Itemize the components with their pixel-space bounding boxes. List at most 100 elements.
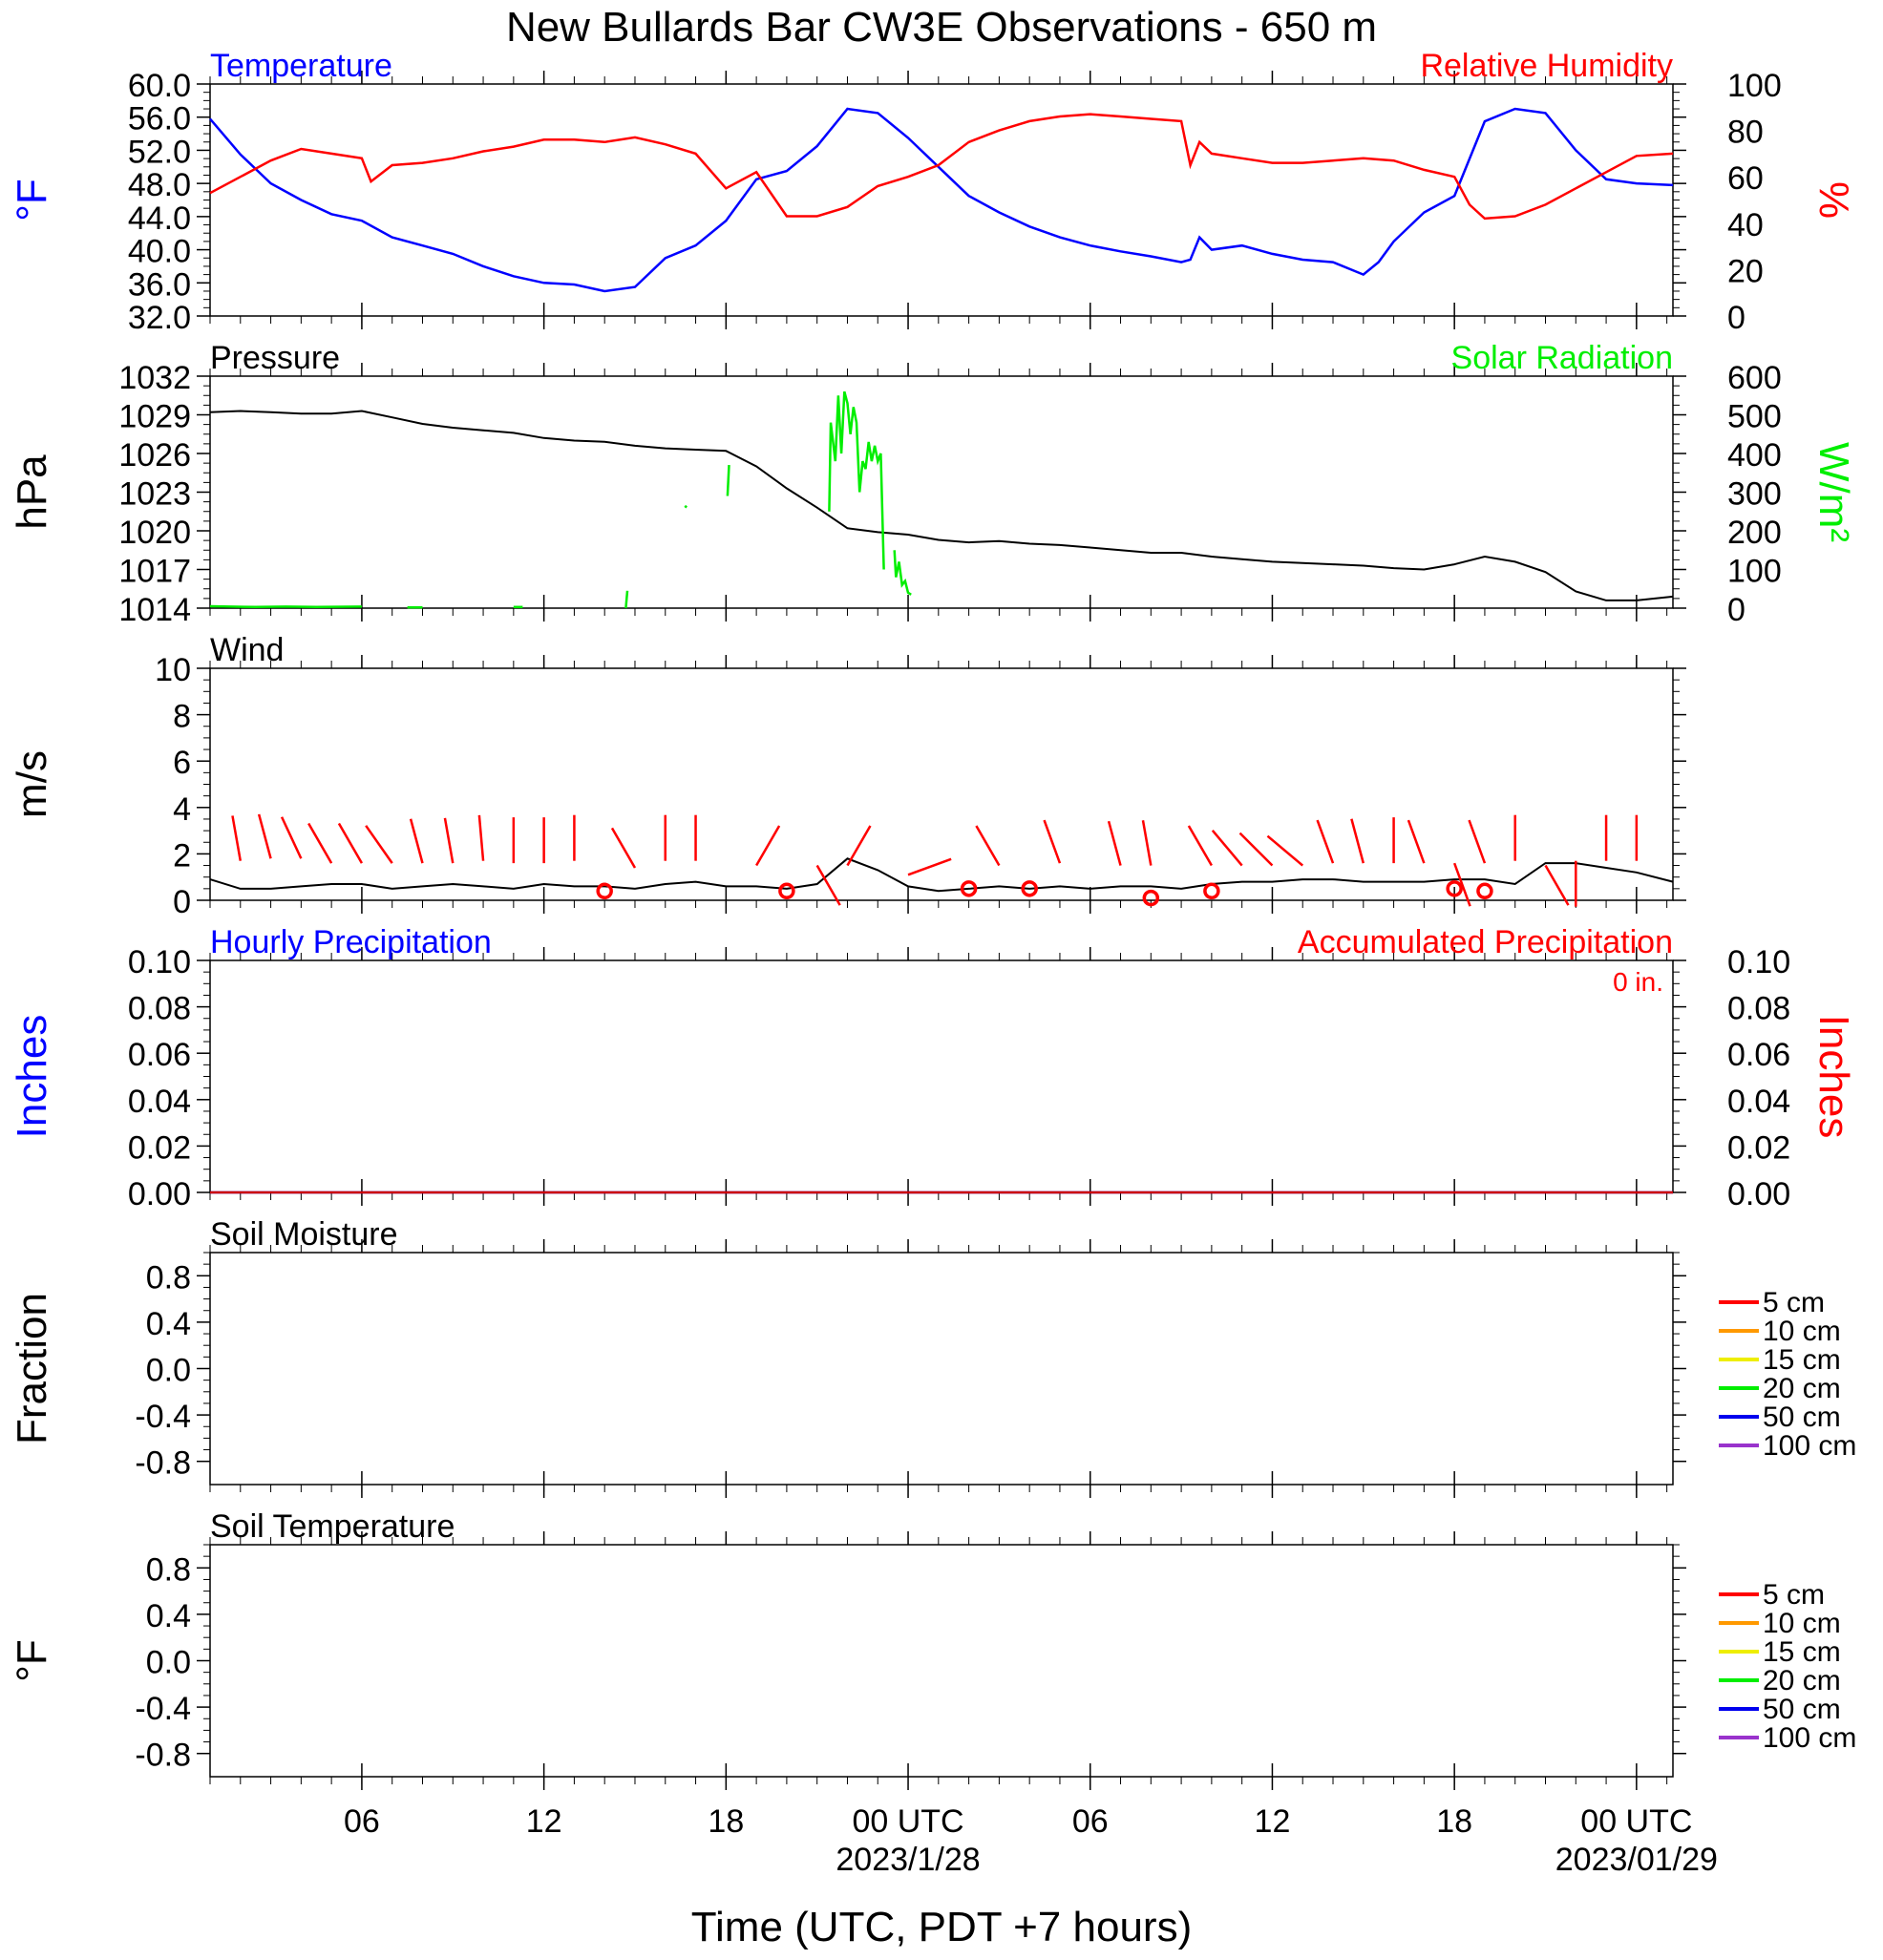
y-axis-label-left: hPa <box>9 454 55 530</box>
y-tick-label: 0.4 <box>146 1306 191 1342</box>
x-date-label: 2023/01/29 <box>1555 1842 1718 1878</box>
y-tick-label: 1029 <box>118 399 191 435</box>
wind-barb <box>477 814 485 861</box>
y-tick-label: 0.08 <box>128 991 191 1027</box>
calm-wind-marker <box>778 882 795 900</box>
y-right-tick-label: 40 <box>1727 207 1764 243</box>
solar-radiation-line <box>893 550 912 596</box>
wind-barb <box>755 825 781 867</box>
y-tick-label: 44.0 <box>128 200 191 237</box>
calm-wind-marker <box>1203 882 1220 900</box>
y-right-tick-label: 100 <box>1727 68 1782 104</box>
x-tick-label: 00 UTC <box>852 1803 963 1840</box>
y-tick-label: -0.4 <box>135 1691 191 1727</box>
panel-title-left: Wind <box>210 632 284 668</box>
panel-title-right: Relative Humidity <box>1420 48 1673 84</box>
wind-panel: 0 2 4 6 8 10 Wind m/s <box>9 632 1686 920</box>
plot-frame <box>209 667 1674 901</box>
y-tick-label: 1026 <box>118 437 191 474</box>
y-axis-label-left: °F <box>9 1639 55 1681</box>
y-tick-label: 0.8 <box>146 1551 191 1588</box>
y-right-tick-label: 0.10 <box>1727 944 1790 980</box>
wind-barb <box>231 815 243 861</box>
y-right-tick-label: 0.04 <box>1727 1084 1790 1120</box>
x-tick-label: 06 <box>344 1803 380 1840</box>
panel-title-right: Accumulated Precipitation <box>1298 924 1673 960</box>
y-right-tick-label: 20 <box>1727 253 1764 289</box>
legend-label: 15 cm <box>1763 1344 1841 1376</box>
y-right-tick-label: 60 <box>1727 160 1764 197</box>
legend-label: 20 cm <box>1763 1665 1841 1697</box>
y-tick-label: 4 <box>173 791 191 828</box>
y-axis-label-right: W/m² <box>1810 442 1857 542</box>
y-tick-label: 0.8 <box>146 1259 191 1296</box>
x-tick-label: 06 <box>1072 1803 1109 1840</box>
x-tick-label: 18 <box>708 1803 744 1840</box>
wind-barb <box>1544 864 1570 906</box>
solar-radiation-line <box>209 604 362 609</box>
wind-barb <box>280 816 303 859</box>
y-right-tick-label: 0 <box>1727 300 1745 336</box>
legend-label: 50 cm <box>1763 1402 1841 1433</box>
y-tick-label: 1014 <box>118 592 191 628</box>
wind-barb <box>1141 820 1153 866</box>
y-tick-label: 1020 <box>118 515 191 551</box>
wind-barb <box>907 857 952 876</box>
panel-title-right: Solar Radiation <box>1451 340 1673 376</box>
solar-radiation-line <box>828 390 885 570</box>
plot-frame <box>209 1544 1674 1778</box>
y-tick-label: 40.0 <box>128 234 191 270</box>
wind-barb <box>846 825 872 867</box>
wind-barb <box>1407 819 1426 864</box>
pressure-line <box>209 410 1674 601</box>
y-tick-label: 60.0 <box>128 68 191 104</box>
wind-barb <box>1187 825 1213 867</box>
legend-label: 50 cm <box>1763 1694 1841 1725</box>
y-tick-label: 0.04 <box>128 1084 191 1120</box>
calm-wind-marker <box>1446 880 1463 897</box>
x-tick-label: 00 UTC <box>1580 1803 1692 1840</box>
y-right-tick-label: 0.00 <box>1727 1176 1790 1212</box>
y-axis-label-left: Fraction <box>9 1293 55 1444</box>
y-right-tick-label: 0.08 <box>1727 991 1790 1027</box>
y-axis-label-left: °F <box>9 179 55 221</box>
wind-barb <box>1107 820 1122 866</box>
y-tick-label: 0.0 <box>146 1645 191 1681</box>
wind-barb <box>307 822 333 864</box>
y-tick-label: 0.0 <box>146 1353 191 1389</box>
panel-title-left: Soil Temperature <box>210 1508 455 1545</box>
wind-barb <box>1211 829 1243 867</box>
y-tick-label: 1023 <box>118 476 191 513</box>
solar-radiation-line <box>684 504 688 509</box>
y-tick-label: -0.8 <box>135 1738 191 1774</box>
y-tick-label: 36.0 <box>128 266 191 303</box>
panel-title-left: Pressure <box>210 340 340 376</box>
x-tick-label: 12 <box>1255 1803 1291 1840</box>
wind-barb <box>975 825 1001 867</box>
y-tick-label: 1017 <box>118 554 191 590</box>
y-right-tick-label: 0.02 <box>1727 1129 1790 1166</box>
panel-title-left: Soil Moisture <box>210 1216 398 1253</box>
y-right-tick-label: 0.06 <box>1727 1037 1790 1073</box>
y-tick-label: 0.00 <box>128 1176 191 1212</box>
y-axis-label-right: Inches <box>1810 1015 1857 1139</box>
y-right-tick-label: 400 <box>1727 437 1782 474</box>
calm-wind-marker <box>1142 889 1160 907</box>
wind-barb <box>815 864 841 906</box>
calm-wind-marker <box>596 882 613 900</box>
relative-humidity-line <box>209 113 1674 221</box>
figure-title: New Bullards Bar CW3E Observations - 650… <box>506 4 1377 51</box>
y-tick-label: -0.8 <box>135 1445 191 1482</box>
precipitation-panel: 0.00 0.02 0.04 0.06 0.08 0.10 0.00 0.02 0.04 0.06… <box>9 924 1857 1212</box>
y-right-tick-label: 80 <box>1727 115 1764 151</box>
wind-barb <box>443 817 455 864</box>
calm-wind-marker <box>960 880 978 897</box>
wind-barb <box>1468 819 1487 864</box>
wind-barb <box>1238 832 1274 867</box>
plot-frame <box>209 83 1674 317</box>
y-right-tick-label: 100 <box>1727 554 1782 590</box>
x-tick-label: 18 <box>1436 1803 1472 1840</box>
solar-radiation-line <box>624 590 629 609</box>
